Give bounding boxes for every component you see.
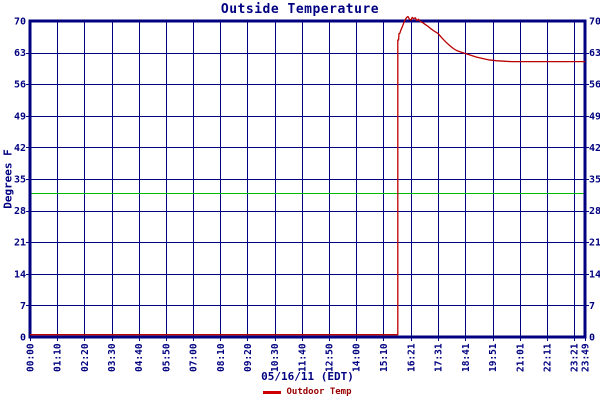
y-tick-label-left: 63 [14, 48, 26, 59]
y-tick-label-left: 56 [14, 80, 26, 91]
x-tick-label: 09:20 [243, 343, 254, 372]
x-tick-label: 22:11 [542, 343, 553, 372]
x-tick-label: 15:10 [379, 343, 390, 372]
y-tick-label-right: 42 [589, 143, 600, 154]
x-tick-label: 23:21 [570, 343, 581, 372]
x-tick-label: 00:00 [26, 343, 37, 372]
x-tick-label: 02:20 [80, 343, 91, 372]
y-tick-label-left: 42 [14, 143, 26, 154]
y-tick-label-left: 7 [20, 301, 26, 312]
x-tick-label: 18:41 [461, 343, 472, 372]
x-tick-labels: 00:00 01:10 02:20 03:30 04:40 05:50 07:00 08:10… [26, 343, 592, 372]
y-tick-labels: 0 0 7 7 14 14 21 21 28 28 35 35 42 42 49 49 56 56 63 63 70 70 [14, 17, 600, 344]
y-tick-label-right: 56 [589, 80, 600, 91]
x-tick-label: 12:50 [325, 343, 336, 372]
horizontal-gridlines [30, 53, 585, 306]
x-tick-label: 19:51 [488, 343, 499, 372]
x-tick-label: 07:00 [189, 343, 200, 372]
vertical-gridlines [57, 21, 575, 337]
y-tick-label-right: 21 [589, 238, 600, 249]
y-tick-label-right: 14 [589, 269, 600, 280]
y-tick-label-right: 35 [589, 175, 600, 186]
x-tick-label: 08:10 [216, 343, 227, 372]
chart-title: Outside Temperature [220, 2, 380, 17]
x-tick-label: 14:00 [352, 343, 363, 372]
outdoor-temp-line [30, 15, 585, 336]
x-tick-label: 10:30 [270, 343, 281, 372]
y-tick-label-right: 70 [589, 17, 600, 28]
x-tick-label: 04:40 [134, 343, 145, 372]
x-tick-label: 03:30 [107, 343, 118, 372]
legend-line-icon [263, 390, 282, 394]
y-tick-label-left: 14 [14, 269, 26, 280]
x-tick-label: 23:49 [581, 343, 592, 372]
legend-label: Outdoor Temp [286, 387, 352, 397]
y-tick-label-left: 35 [14, 175, 26, 186]
outdoor-temp-series [30, 15, 585, 336]
y-tick-label-left: 0 [20, 333, 26, 344]
x-tick-label: 17:31 [434, 343, 445, 372]
date-label: 05/16/11 (EDT) [261, 370, 354, 383]
x-tick-label: 16:21 [407, 343, 418, 372]
axis-ticks [26, 53, 589, 341]
y-tick-label-right: 0 [589, 333, 595, 344]
y-tick-label-left: 49 [14, 111, 26, 122]
x-tick-label: 21:01 [515, 343, 526, 372]
y-tick-label-right: 49 [589, 111, 600, 122]
y-tick-label-left: 70 [14, 17, 26, 28]
y-tick-label-right: 28 [589, 206, 600, 217]
y-tick-label-left: 21 [14, 238, 26, 249]
x-tick-label: 05:50 [161, 343, 172, 372]
y-tick-label-right: 7 [589, 301, 595, 312]
x-tick-label: 01:10 [53, 343, 64, 372]
y-tick-label-right: 63 [589, 48, 600, 59]
y-tick-label-left: 28 [14, 206, 26, 217]
x-tick-label: 11:40 [297, 343, 308, 372]
legend: Outdoor Temp [30, 387, 585, 397]
